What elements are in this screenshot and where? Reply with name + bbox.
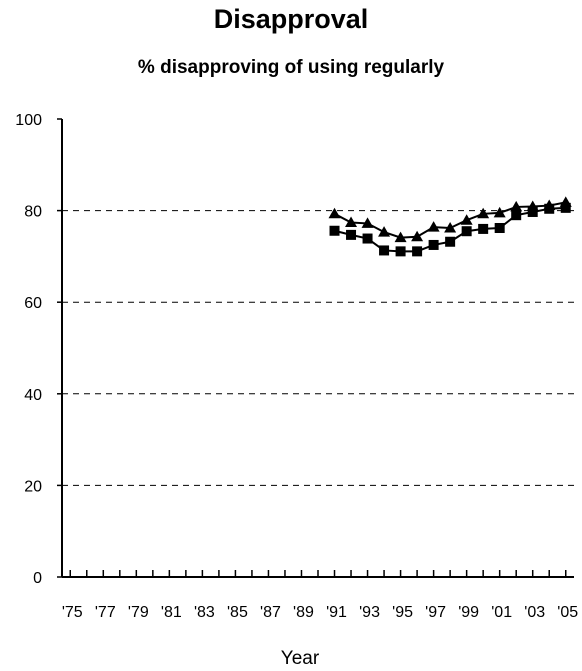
x-tick-label: '75 [62,604,83,621]
y-tick-label-100: 100 [15,112,42,129]
square-marker-1999 [461,226,472,237]
x-tick-label: '01 [491,604,512,621]
square-marker-1993 [362,233,373,244]
x-axis-label: Year [281,648,320,669]
x-tick-label: '97 [425,604,446,621]
x-tick-label: '05 [557,604,578,621]
triangle-marker-2000 [477,207,490,219]
x-tick-label: '81 [161,604,182,621]
series-lines [328,196,572,257]
square-marker-1991 [329,225,340,236]
triangle-marker-1996 [411,230,424,242]
x-tick-label: '79 [128,604,149,621]
square-marker-1996 [412,246,423,257]
triangle-marker-1993 [361,217,374,228]
x-tick-label: '83 [194,604,215,621]
triangle-marker-1992 [345,216,358,228]
square-marker-1994 [379,245,390,256]
chart-subtitle: % disapproving of using regularly [137,57,445,78]
y-tick-label-40: 40 [24,387,42,404]
x-tick-label: '89 [293,604,314,621]
x-tick-label: '93 [359,604,380,621]
x-tick-label: '99 [458,604,479,621]
y-tick-label-60: 60 [24,295,42,312]
square-marker-2004 [544,203,555,214]
triangle-marker-2001 [493,206,506,218]
x-tick-labels: '75 '77 '79 '81 '83 '85 '87 '89 '91 '93 '95 '97 '99 '… [62,604,578,621]
axes [57,118,574,578]
square-marker-1992 [346,229,357,240]
triangle-marker-1997 [427,221,440,232]
triangle-marker-1991 [328,207,341,219]
square-marker-2003 [527,206,538,217]
square-marker-2005 [560,202,571,213]
square-marker-2000 [478,223,489,234]
triangle-marker-1994 [378,226,391,237]
x-tick-label: '95 [392,604,413,621]
gridlines [62,210,574,486]
triangle-marker-1995 [394,231,407,243]
x-tick-label: '77 [95,604,116,621]
y-tick-labels: 0 20 40 60 80 100 [15,112,42,587]
y-tick-label-0: 0 [33,570,42,587]
square-marker-1998 [445,236,456,247]
x-tick-label: '87 [260,604,281,621]
x-tick-label: '85 [227,604,248,621]
square-marker-2001 [494,223,505,234]
square-marker-1997 [428,239,439,250]
y-tick-label-80: 80 [24,204,42,221]
triangle-marker-1998 [444,222,457,233]
square-marker-2002 [511,210,522,221]
chart-title: Disapproval [213,4,369,34]
triangle-marker-1999 [460,214,473,225]
x-tick-label: '91 [326,604,347,621]
triangle-marker-2002 [510,200,523,212]
square-marker-1995 [395,246,406,257]
x-tick-label: '03 [524,604,545,621]
y-tick-label-20: 20 [24,478,42,495]
